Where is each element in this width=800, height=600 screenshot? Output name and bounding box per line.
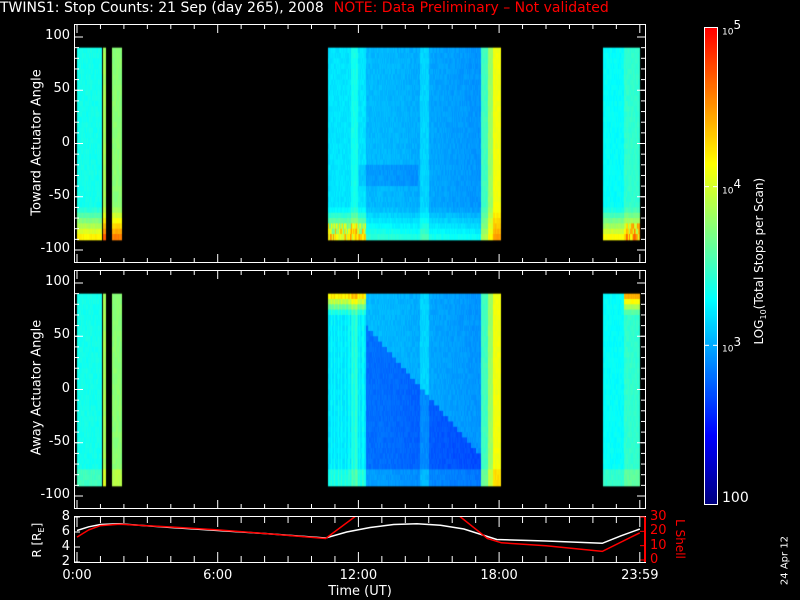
toward-ytick-label: 50 — [53, 81, 70, 97]
xtick-label: 0:00 — [62, 568, 92, 583]
title-main: TWINS1: Stop Counts: 21 Sep (day 265), 2… — [0, 0, 324, 16]
toward-ytick-label: -100 — [40, 241, 70, 256]
away-ytick-label: 100 — [45, 274, 70, 289]
r-ylabel: R [RE] — [29, 522, 47, 558]
colorbar-tick-label: 100 — [722, 490, 749, 506]
away-frame — [74, 270, 646, 509]
lshell-ytick-label: 20 — [650, 523, 667, 539]
r-ytick-label: 8 — [61, 509, 70, 524]
toward-spectrogram — [75, 25, 645, 262]
colorbar-label: LOG10(Total Stops per Scan) — [751, 177, 769, 345]
r-ytick-label: 4 — [61, 539, 70, 554]
lshell-ylabel: L Shell — [673, 519, 687, 559]
colorbar-tick-label: 105 — [722, 18, 742, 38]
title-note: NOTE: Data Preliminary – Not validated — [333, 0, 609, 16]
xtick-label: 18:00 — [480, 568, 518, 583]
xtick-label: 6:00 — [203, 568, 233, 583]
date-stamp: 24 Apr 12 — [779, 535, 791, 586]
colorbar-tick-label: 103 — [722, 335, 742, 355]
lshell-line — [76, 517, 641, 553]
plot-title: TWINS1: Stop Counts: 21 Sep (day 265), 2… — [0, 0, 800, 16]
xlabel: Time (UT) — [328, 584, 392, 599]
colorbar-frame — [704, 27, 718, 505]
toward-ylabel: Toward Actuator Angle — [29, 69, 45, 216]
colorbar-tick-label: 104 — [722, 176, 742, 196]
lshell-ytick-label: 10 — [650, 537, 667, 553]
away-spectrogram — [75, 271, 645, 508]
xtick-label: 12:00 — [339, 568, 378, 583]
r-ytick-label: 6 — [61, 524, 70, 539]
toward-ytick-label: 0 — [61, 134, 70, 150]
away-ylabel: Away Actuator Angle — [29, 319, 45, 456]
lshell-ytick-label: 30 — [650, 509, 667, 524]
colorbar — [705, 28, 717, 504]
xtick-label: 23:59 — [621, 568, 659, 583]
away-ytick-label: 0 — [61, 380, 70, 396]
away-ytick-label: -100 — [40, 487, 70, 502]
toward-frame — [74, 24, 646, 263]
toward-ytick-label: 100 — [45, 28, 70, 43]
away-ytick-label: 50 — [53, 327, 70, 343]
ephemeris-frame — [74, 516, 646, 563]
r-ytick-label: 2 — [61, 554, 70, 569]
away-ytick-label: -50 — [48, 433, 70, 449]
lshell-ytick-label: 0 — [650, 552, 659, 567]
toward-ytick-label: -50 — [48, 187, 70, 203]
